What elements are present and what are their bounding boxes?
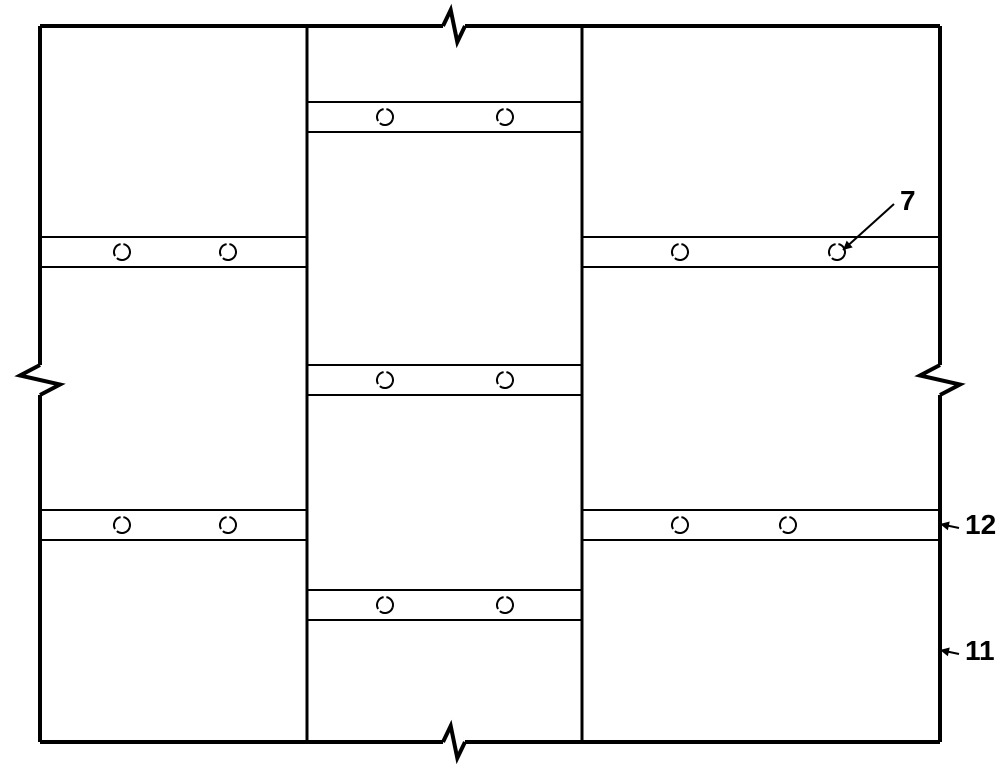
label-11: 11 xyxy=(965,635,995,666)
label-12: 12 xyxy=(965,509,996,540)
label-7: 7 xyxy=(900,185,916,216)
